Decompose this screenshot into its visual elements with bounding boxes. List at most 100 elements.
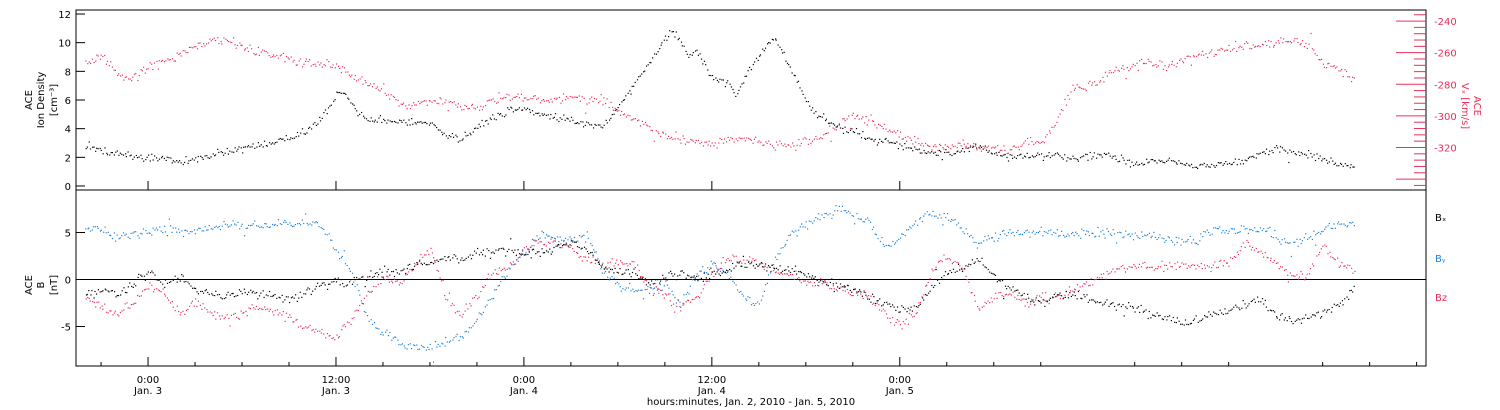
- Bx-series-point: [853, 288, 855, 291]
- Bz-series-point: [185, 309, 188, 311]
- density-series-point: [234, 147, 236, 149]
- Bx-series-point: [694, 277, 696, 279]
- By-series-point: [189, 231, 192, 233]
- Bx-series-point: [1211, 315, 1213, 317]
- By-series-point: [423, 346, 425, 348]
- density-series-point: [1099, 154, 1101, 156]
- Bz-series-point: [1327, 253, 1329, 255]
- Bz-series-point: [196, 305, 198, 308]
- Bz-series-point: [454, 312, 456, 314]
- Bx-series-point: [1284, 317, 1286, 319]
- density-series-point: [602, 127, 604, 129]
- density-series-point: [918, 148, 920, 150]
- velocity-series-point: [1348, 76, 1351, 78]
- By-series-point: [145, 230, 147, 232]
- density-series-point: [441, 131, 443, 133]
- Bx-series-point: [164, 279, 167, 281]
- velocity-series-point: [1028, 143, 1030, 145]
- velocity-series-point: [588, 102, 590, 104]
- Bz-series-point: [1325, 245, 1327, 248]
- Bx-series-point: [1104, 301, 1106, 303]
- Bx-series-point: [1183, 324, 1185, 326]
- By-series-point: [969, 235, 971, 238]
- Bx-series-point: [901, 305, 903, 307]
- Bx-series-point: [697, 280, 699, 282]
- Bx-series-point: [1044, 305, 1046, 307]
- Bx-series-point: [947, 273, 950, 275]
- density-series-point: [572, 119, 574, 121]
- By-series-point: [1246, 227, 1248, 230]
- Bz-series-point: [292, 321, 294, 323]
- density-series-point: [982, 148, 984, 150]
- density-series-point: [985, 149, 988, 151]
- density-series-point: [897, 148, 899, 150]
- Bx-series-point: [603, 268, 605, 270]
- By-series-point: [856, 213, 858, 215]
- velocity-series-point: [339, 67, 341, 69]
- density-series-point: [1150, 159, 1152, 161]
- velocity-series-point: [1275, 42, 1277, 44]
- Bz-series-point: [998, 292, 1000, 294]
- Bx-series-point: [358, 278, 360, 280]
- density-series-point: [342, 92, 344, 94]
- Bz-series-point: [959, 265, 961, 267]
- Bx-series-point: [994, 274, 997, 276]
- Bz-series-point: [492, 272, 494, 274]
- Bx-series-point: [713, 270, 715, 272]
- By-series-point: [241, 223, 243, 225]
- density-series-point: [1342, 165, 1344, 167]
- Bx-series-point: [832, 283, 834, 285]
- density-series-point: [197, 161, 199, 163]
- density-series-point: [174, 161, 176, 163]
- By-series-point: [1174, 244, 1176, 246]
- velocity-series-point: [117, 74, 119, 77]
- velocity-series-point: [679, 139, 681, 141]
- By-series-point: [904, 234, 906, 237]
- velocity-series-point: [331, 67, 333, 69]
- Bx-series-point: [954, 271, 956, 273]
- velocity-series-point: [1067, 94, 1069, 97]
- right-y-axis-label-line: ACE: [1471, 96, 1482, 116]
- Bz-series-point: [695, 297, 697, 299]
- velocity-series-point: [176, 52, 178, 54]
- velocity-series-point: [402, 102, 405, 104]
- By-series-point: [1085, 233, 1087, 235]
- velocity-series-point: [1162, 68, 1164, 70]
- density-series-point: [991, 153, 993, 155]
- density-series-point: [467, 134, 469, 136]
- Bz-series-point: [1112, 268, 1114, 270]
- Bx-series-point: [809, 276, 811, 278]
- velocity-series-point: [864, 122, 866, 124]
- Bx-series-point: [542, 252, 544, 254]
- density-series-point: [327, 107, 330, 109]
- Bz-series-point: [1021, 298, 1023, 300]
- By-series-point: [846, 212, 848, 214]
- velocity-series-point: [295, 64, 297, 66]
- Bx-series-point: [1193, 318, 1196, 320]
- Bx-series-point: [417, 263, 419, 265]
- Bz-series-point: [1203, 264, 1206, 266]
- density-series-point: [1100, 154, 1102, 156]
- Bz-series-point: [1239, 250, 1241, 252]
- density-series-point: [450, 136, 452, 138]
- Bx-series-point: [938, 282, 941, 284]
- Bz-series-point: [643, 281, 645, 283]
- velocity-series-point: [479, 109, 481, 111]
- velocity-series-point: [1336, 66, 1338, 68]
- density-series-point: [110, 152, 112, 154]
- velocity-series-point: [247, 50, 250, 53]
- Bx-series-point: [1294, 320, 1296, 322]
- density-series-point: [204, 155, 206, 157]
- density-series-point: [529, 111, 531, 113]
- Bz-series-point: [540, 241, 542, 243]
- By-series-point: [287, 223, 289, 225]
- By-series-point: [824, 213, 826, 215]
- Bz-series-point: [1319, 251, 1321, 254]
- density-series-point: [650, 62, 652, 64]
- By-series-point: [181, 230, 183, 232]
- By-series-point: [993, 240, 995, 242]
- velocity-series-point: [1305, 42, 1307, 44]
- Bx-series-point: [107, 290, 109, 292]
- By-series-point: [895, 242, 897, 244]
- Bx-series-point: [883, 302, 886, 304]
